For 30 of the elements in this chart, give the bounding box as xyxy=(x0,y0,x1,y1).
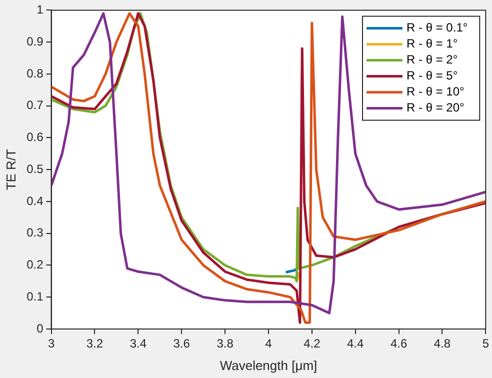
legend-label: R - θ = 2° xyxy=(406,52,458,67)
legend-label: R - θ = 5° xyxy=(406,68,458,83)
legend-label: R - θ = 20° xyxy=(406,100,465,115)
y-tick-label: 0.4 xyxy=(26,194,44,208)
y-tick-label: 0.3 xyxy=(26,226,44,240)
x-tick-label: 4.4 xyxy=(347,336,364,351)
x-tick-label: 4.8 xyxy=(434,336,451,351)
y-tick-label: 0.5 xyxy=(26,162,44,176)
y-tick-label: 0.9 xyxy=(26,34,44,48)
y-tick-label: 1 xyxy=(36,2,44,17)
x-tick-label: 4.6 xyxy=(390,336,408,351)
x-tick-label: 3.8 xyxy=(216,336,234,351)
y-tick-label: 0.7 xyxy=(26,98,44,112)
x-tick-label: 3 xyxy=(48,336,55,351)
y-tick-label: 0.8 xyxy=(26,66,44,80)
x-axis-title: Wavelength [μm] xyxy=(220,358,318,373)
y-tick-label: 0 xyxy=(36,321,44,336)
legend-label: R - θ = 0.1° xyxy=(406,20,468,35)
y-tick-label: 0.2 xyxy=(26,258,44,272)
x-tick-label: 3.2 xyxy=(86,336,104,351)
x-tick-label: 4.2 xyxy=(304,336,321,351)
y-tick-label: 0.1 xyxy=(26,289,44,304)
y-tick-label: 0.6 xyxy=(26,130,44,144)
x-tick-label: 3.6 xyxy=(173,336,190,351)
x-tick-label: 4 xyxy=(265,336,272,351)
x-tick-label: 3.4 xyxy=(130,336,147,351)
x-tick-label: 5 xyxy=(482,336,490,351)
legend-label: R - θ = 10° xyxy=(406,84,465,99)
y-axis-title: TE R/T xyxy=(3,148,18,190)
legend-label: R - θ = 1° xyxy=(406,36,458,51)
